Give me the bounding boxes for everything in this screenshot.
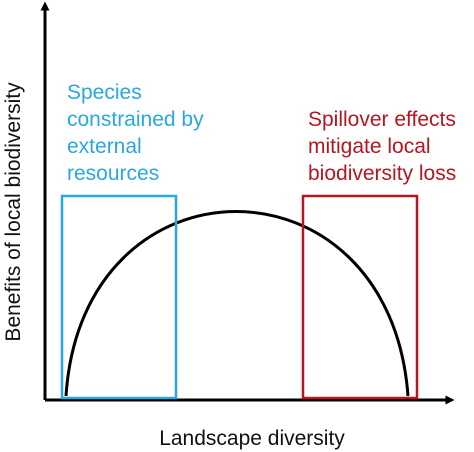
right-annotation: Spillover effects mitigate local biodive… [308, 108, 462, 185]
right-annotation-line: mitigate local [308, 135, 431, 158]
left-annotation: Species constrained by external resource… [67, 81, 209, 185]
hump-curve [64, 210, 410, 397]
left-highlight-box [60, 194, 178, 400]
x-axis-label: Landscape diversity [159, 427, 345, 450]
y-axis-label: Benefits of local biodiversity [2, 82, 25, 342]
left-annotation-line: Species [67, 81, 142, 104]
left-annotation-line: constrained by [67, 108, 204, 131]
left-annotation-line: resources [67, 162, 159, 185]
right-annotation-line: Spillover effects [308, 108, 456, 131]
left-annotation-line: external [67, 135, 142, 158]
right-highlight-box [301, 194, 419, 400]
right-annotation-line: biodiversity loss [308, 162, 456, 185]
